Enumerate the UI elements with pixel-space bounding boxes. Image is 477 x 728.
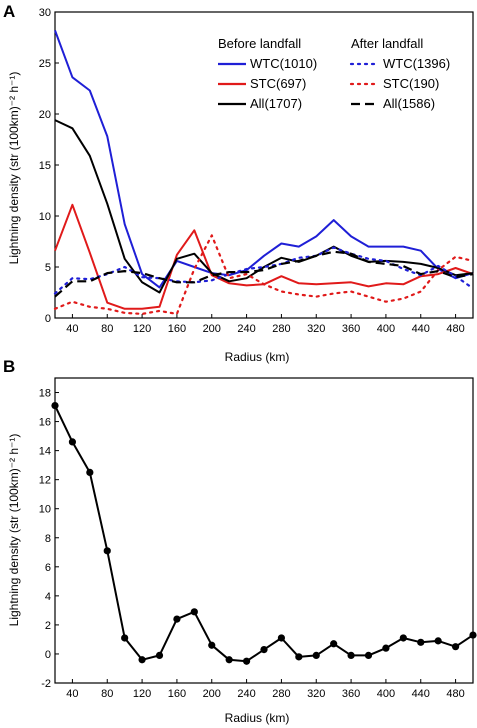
panel-a-x-axis-label: Radius (km): [225, 350, 290, 364]
legend-entry-label: All(1586): [383, 96, 435, 111]
y-tick-label: 25: [39, 58, 51, 70]
y-tick-label: 0: [45, 313, 51, 325]
data-point: [173, 615, 181, 623]
y-tick-label: 5: [45, 262, 51, 274]
panel-b-label: B: [3, 357, 15, 376]
x-tick-label: 80: [101, 688, 113, 700]
data-point: [469, 631, 477, 639]
legend-group-title-before: Before landfall: [218, 36, 301, 51]
y-tick-label: 10: [39, 504, 51, 516]
data-point: [68, 438, 77, 446]
y-tick-label: 12: [39, 475, 51, 487]
x-tick-label: 320: [307, 688, 325, 700]
panel-a-y-axis-label: Lightning density (str (100km)⁻² h⁻¹): [7, 72, 21, 265]
x-tick-label: 480: [446, 688, 464, 700]
x-tick-label: 440: [412, 323, 430, 335]
y-tick-label: 8: [45, 533, 51, 545]
x-tick-label: 360: [342, 323, 360, 335]
x-tick-label: 480: [446, 323, 464, 335]
x-tick-label: 80: [101, 323, 113, 335]
data-point: [277, 634, 286, 642]
data-point: [295, 653, 303, 661]
y-tick-label: 14: [39, 446, 51, 458]
data-point: [138, 656, 146, 664]
series-line-wtc-1396: [53, 246, 475, 295]
panel-a-legend: Before landfall After landfall WTC(1010)…: [218, 36, 450, 111]
data-point: [208, 641, 216, 649]
x-tick-label: 440: [412, 688, 430, 700]
plot-frame: [54, 377, 474, 684]
x-tick-label: 240: [237, 323, 255, 335]
data-point: [155, 651, 164, 660]
data-point: [330, 640, 338, 648]
legend-entry-label: STC(190): [383, 76, 439, 91]
data-point: [364, 651, 373, 660]
panel-b-chart: B 40 80 120 160 200 240 280 320 360 400 440 480 -2 0 2…: [3, 357, 477, 725]
y-tick-label: 30: [39, 7, 51, 19]
x-tick-label: 200: [203, 323, 221, 335]
panel-b-y-axis-label: Lightning density (str (100km)⁻² h⁻¹): [7, 434, 21, 627]
x-tick-label: 160: [168, 323, 186, 335]
panel-b-x-axis-label: Radius (km): [225, 711, 290, 725]
data-point: [225, 656, 233, 664]
y-tick-label: 6: [45, 562, 51, 574]
x-tick-label: 280: [272, 323, 290, 335]
series-line-all-1586: [54, 250, 474, 298]
x-tick-label: 160: [168, 688, 186, 700]
x-tick-label: 400: [377, 688, 395, 700]
data-point: [51, 401, 59, 410]
legend-entry-label: WTC(1396): [383, 56, 450, 71]
data-point: [312, 651, 320, 660]
y-tick-label: 16: [39, 417, 51, 429]
y-tick-label: -2: [41, 678, 51, 690]
legend-entry-label: STC(697): [250, 76, 306, 91]
x-tick-label: 360: [342, 688, 360, 700]
y-tick-label: 10: [39, 211, 51, 223]
panel-a-chart: A 40 80 120 160 200 240 280 320 360 400 440 480 0 5 10…: [3, 2, 475, 364]
x-tick-label: 120: [133, 323, 151, 335]
x-tick-label: 200: [203, 688, 221, 700]
data-point: [382, 644, 390, 652]
series-line-main: [54, 405, 474, 663]
legend-entry-label: All(1707): [250, 96, 302, 111]
data-point: [242, 657, 251, 665]
data-point: [399, 634, 407, 642]
data-point: [260, 645, 268, 654]
panel-a-label: A: [3, 2, 15, 21]
series-line-stc-190: [53, 234, 475, 315]
x-tick-label: 40: [66, 323, 78, 335]
y-tick-label: 0: [45, 649, 51, 661]
x-tick-label: 120: [133, 688, 151, 700]
series-line-wtc-1010: [54, 30, 474, 289]
x-tick-label: 280: [272, 688, 290, 700]
y-tick-label: 4: [45, 591, 51, 603]
series-line-all-1707: [54, 119, 474, 294]
y-tick-label: 15: [39, 160, 51, 172]
data-point: [121, 634, 129, 642]
x-tick-label: 400: [377, 323, 395, 335]
data-point: [86, 468, 94, 477]
data-point: [417, 638, 425, 646]
legend-group-title-after: After landfall: [351, 36, 423, 51]
x-tick-label: 240: [237, 688, 255, 700]
legend-entry-label: WTC(1010): [250, 56, 317, 71]
data-point: [434, 637, 442, 645]
y-tick-label: 20: [39, 109, 51, 121]
data-point: [190, 608, 198, 616]
data-point: [451, 643, 460, 651]
data-point: [103, 547, 111, 555]
x-tick-label: 40: [66, 688, 78, 700]
data-point: [347, 651, 355, 660]
y-tick-label: 18: [39, 388, 51, 400]
y-tick-label: 2: [45, 620, 51, 632]
x-tick-label: 320: [307, 323, 325, 335]
